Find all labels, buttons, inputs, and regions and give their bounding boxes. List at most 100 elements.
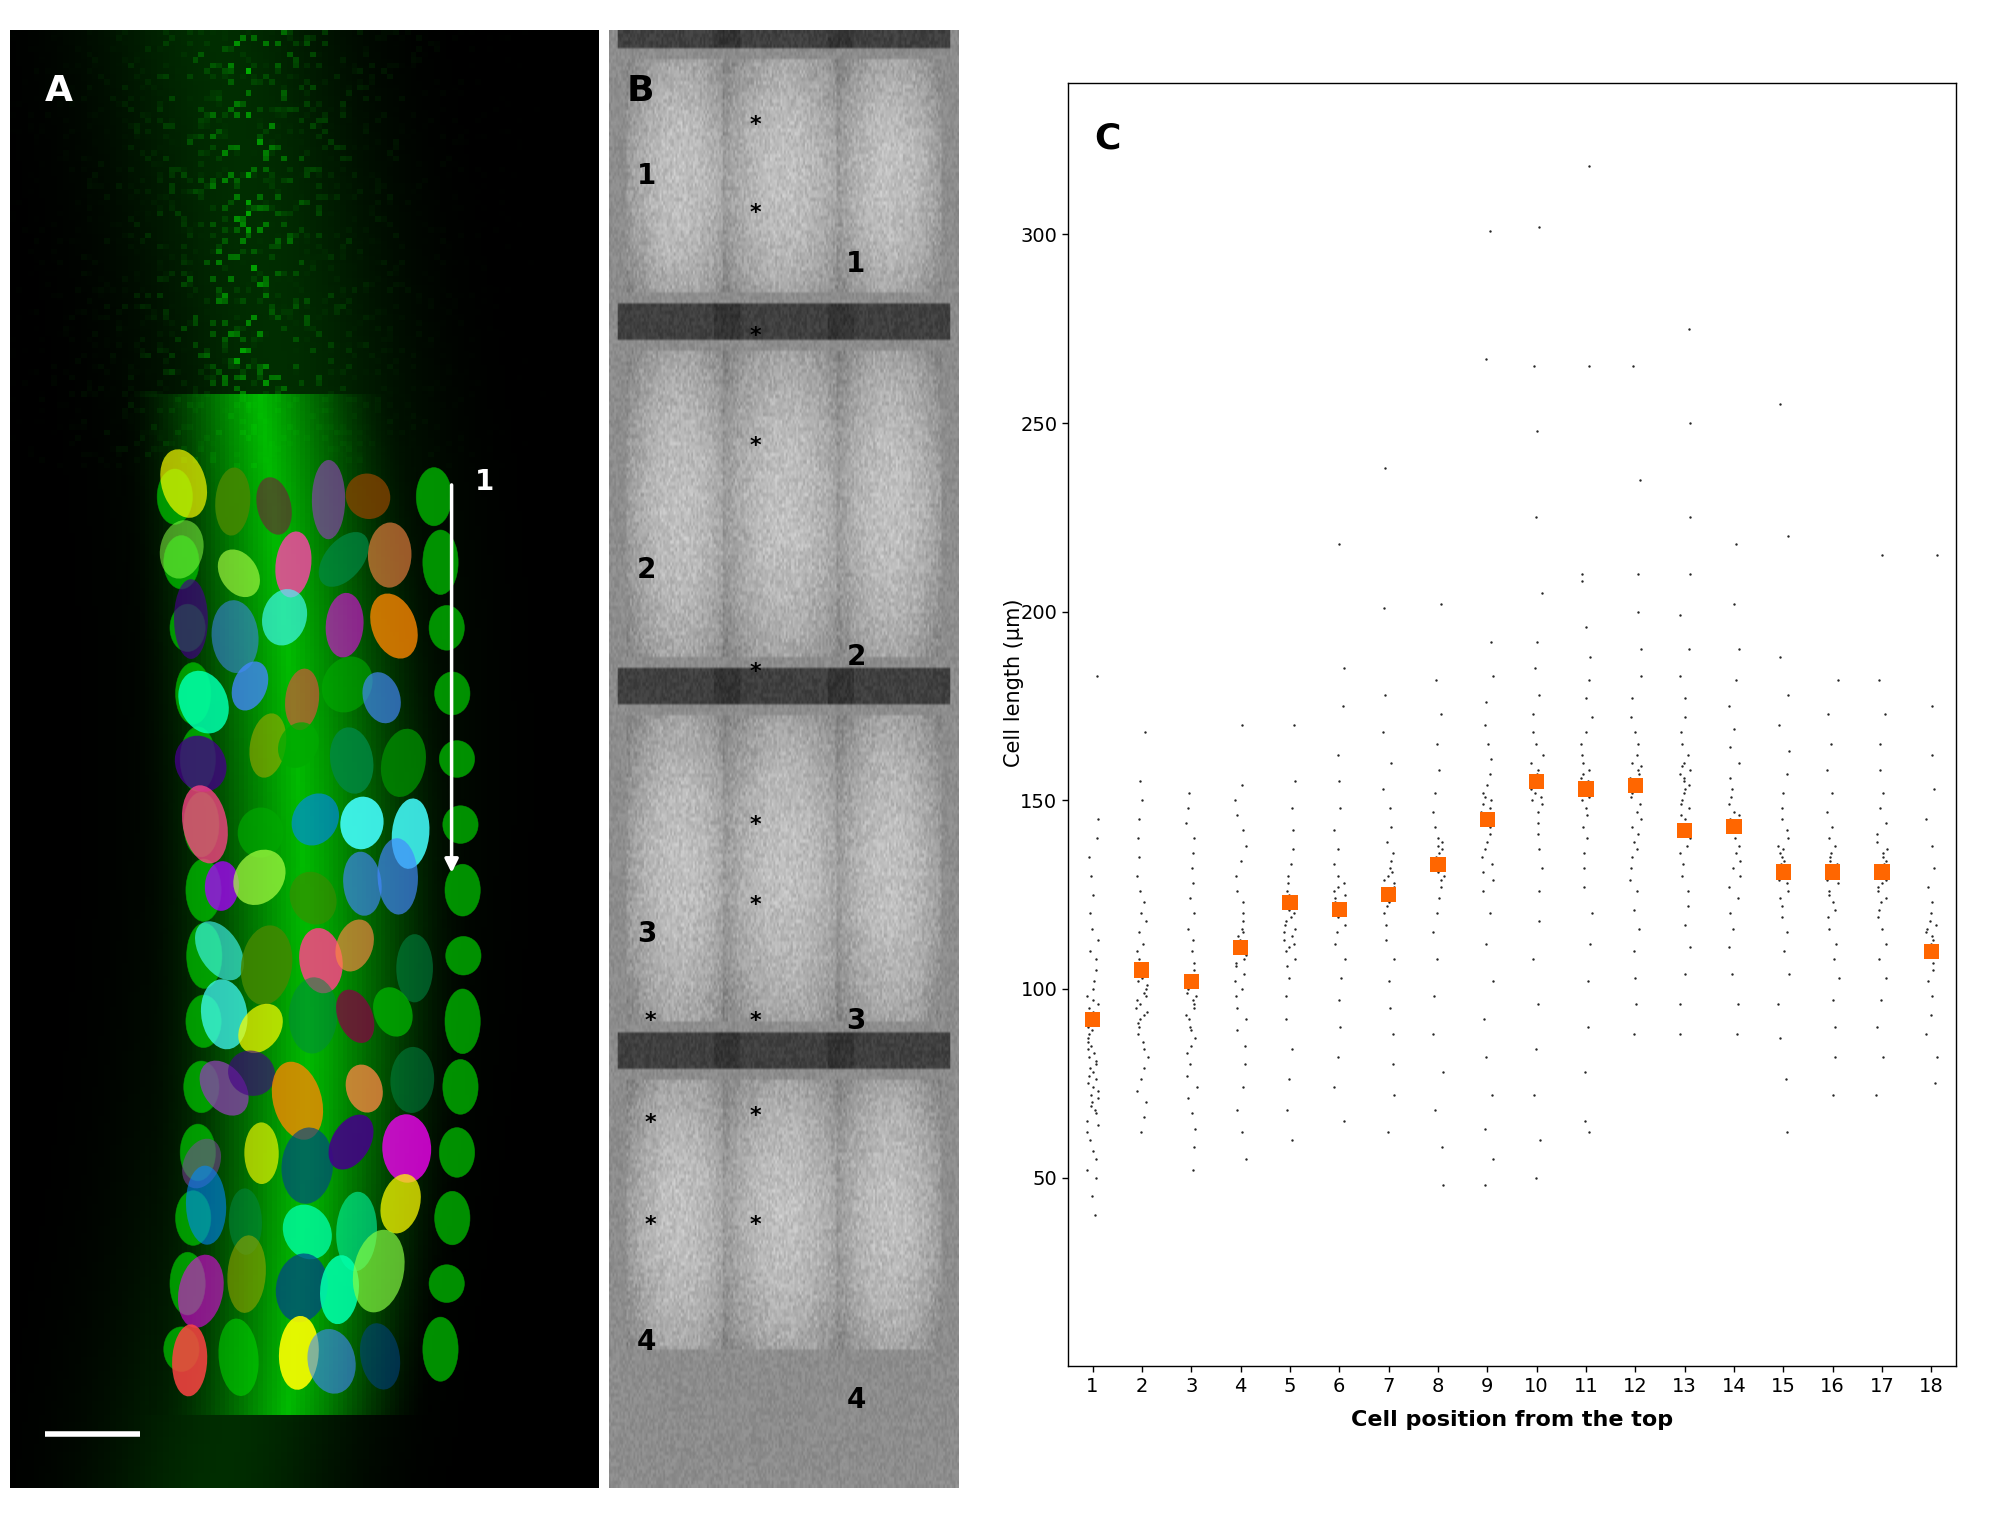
Point <box>1124 1014 1156 1038</box>
Ellipse shape <box>234 850 285 905</box>
Point <box>1128 932 1160 956</box>
Point <box>1860 1014 1892 1038</box>
Point <box>1275 905 1307 929</box>
Point <box>1473 902 1505 926</box>
Point <box>1916 958 1948 982</box>
Point <box>1371 830 1403 855</box>
Point <box>1527 742 1559 767</box>
Point <box>1920 940 1952 964</box>
Point <box>1517 701 1549 726</box>
Point <box>1764 852 1796 876</box>
Ellipse shape <box>321 656 373 712</box>
Point <box>1178 902 1210 926</box>
Point <box>1669 962 1701 987</box>
Point <box>1768 780 1800 805</box>
Point <box>1327 694 1359 718</box>
Point <box>1371 879 1403 903</box>
Point <box>1571 826 1603 850</box>
Point <box>1275 852 1307 876</box>
Point <box>1475 852 1507 876</box>
Point <box>1172 976 1204 1000</box>
Ellipse shape <box>178 1255 224 1328</box>
Point <box>1920 1044 1952 1069</box>
Point <box>1814 849 1846 873</box>
Point <box>1128 1105 1160 1129</box>
Point <box>1665 720 1697 744</box>
Point <box>1770 818 1802 842</box>
Point <box>1076 1184 1108 1208</box>
Point <box>1862 905 1894 929</box>
Point <box>1419 984 1451 1008</box>
Point <box>1477 1146 1509 1170</box>
Point <box>1571 770 1603 794</box>
Point <box>1820 932 1852 956</box>
Text: 4: 4 <box>846 1386 866 1415</box>
Point <box>1130 984 1162 1008</box>
Point <box>1128 955 1160 979</box>
Ellipse shape <box>200 1061 250 1116</box>
Point <box>1367 867 1399 891</box>
Ellipse shape <box>206 861 240 911</box>
Point <box>1076 864 1108 888</box>
Point <box>1174 887 1206 911</box>
Point <box>1126 958 1158 982</box>
Ellipse shape <box>391 1047 435 1113</box>
Point <box>1671 833 1703 858</box>
Point <box>1521 762 1553 786</box>
Point <box>1669 912 1701 937</box>
Point <box>1519 780 1551 805</box>
Point <box>1772 879 1804 903</box>
Ellipse shape <box>202 979 248 1049</box>
Point <box>1425 838 1457 862</box>
Ellipse shape <box>359 1324 399 1389</box>
Text: *: * <box>645 1113 657 1134</box>
Ellipse shape <box>180 727 216 791</box>
Point <box>1078 882 1110 906</box>
Point <box>1425 856 1457 880</box>
Point <box>1519 354 1551 378</box>
Point <box>1619 773 1651 797</box>
Point <box>1469 785 1501 809</box>
Point <box>1721 841 1752 865</box>
Point <box>1469 346 1501 370</box>
Point <box>1669 765 1701 789</box>
Point <box>1323 770 1355 794</box>
Point <box>1473 815 1505 839</box>
Point <box>1170 1003 1202 1028</box>
Point <box>1621 879 1653 903</box>
Point <box>1772 962 1804 987</box>
Point <box>1082 1113 1114 1137</box>
Point <box>1521 757 1553 782</box>
Point <box>1126 788 1158 812</box>
Point <box>1327 656 1359 680</box>
Point <box>1723 638 1754 662</box>
Point <box>1126 1120 1158 1145</box>
Point <box>1766 859 1798 883</box>
Point <box>1423 859 1455 883</box>
Ellipse shape <box>335 990 375 1043</box>
Point <box>1321 874 1353 899</box>
Point <box>1916 694 1948 718</box>
Point <box>1766 795 1798 820</box>
Text: *: * <box>750 894 760 915</box>
Point <box>1916 833 1948 858</box>
Ellipse shape <box>319 1255 359 1324</box>
Point <box>1770 1067 1802 1091</box>
Ellipse shape <box>261 589 307 645</box>
Point <box>1427 830 1459 855</box>
Point <box>1130 909 1162 934</box>
Point <box>1713 874 1745 899</box>
Point <box>1124 879 1156 903</box>
Point <box>1271 871 1303 896</box>
Point <box>1862 874 1894 899</box>
Point <box>1273 965 1305 990</box>
Point <box>1772 826 1804 850</box>
Point <box>1321 838 1353 862</box>
Point <box>1665 803 1697 827</box>
Point <box>1916 927 1948 952</box>
Point <box>1072 984 1104 1008</box>
Point <box>1723 887 1754 911</box>
Point <box>1226 935 1257 959</box>
Point <box>1910 808 1942 832</box>
Point <box>1764 392 1796 416</box>
